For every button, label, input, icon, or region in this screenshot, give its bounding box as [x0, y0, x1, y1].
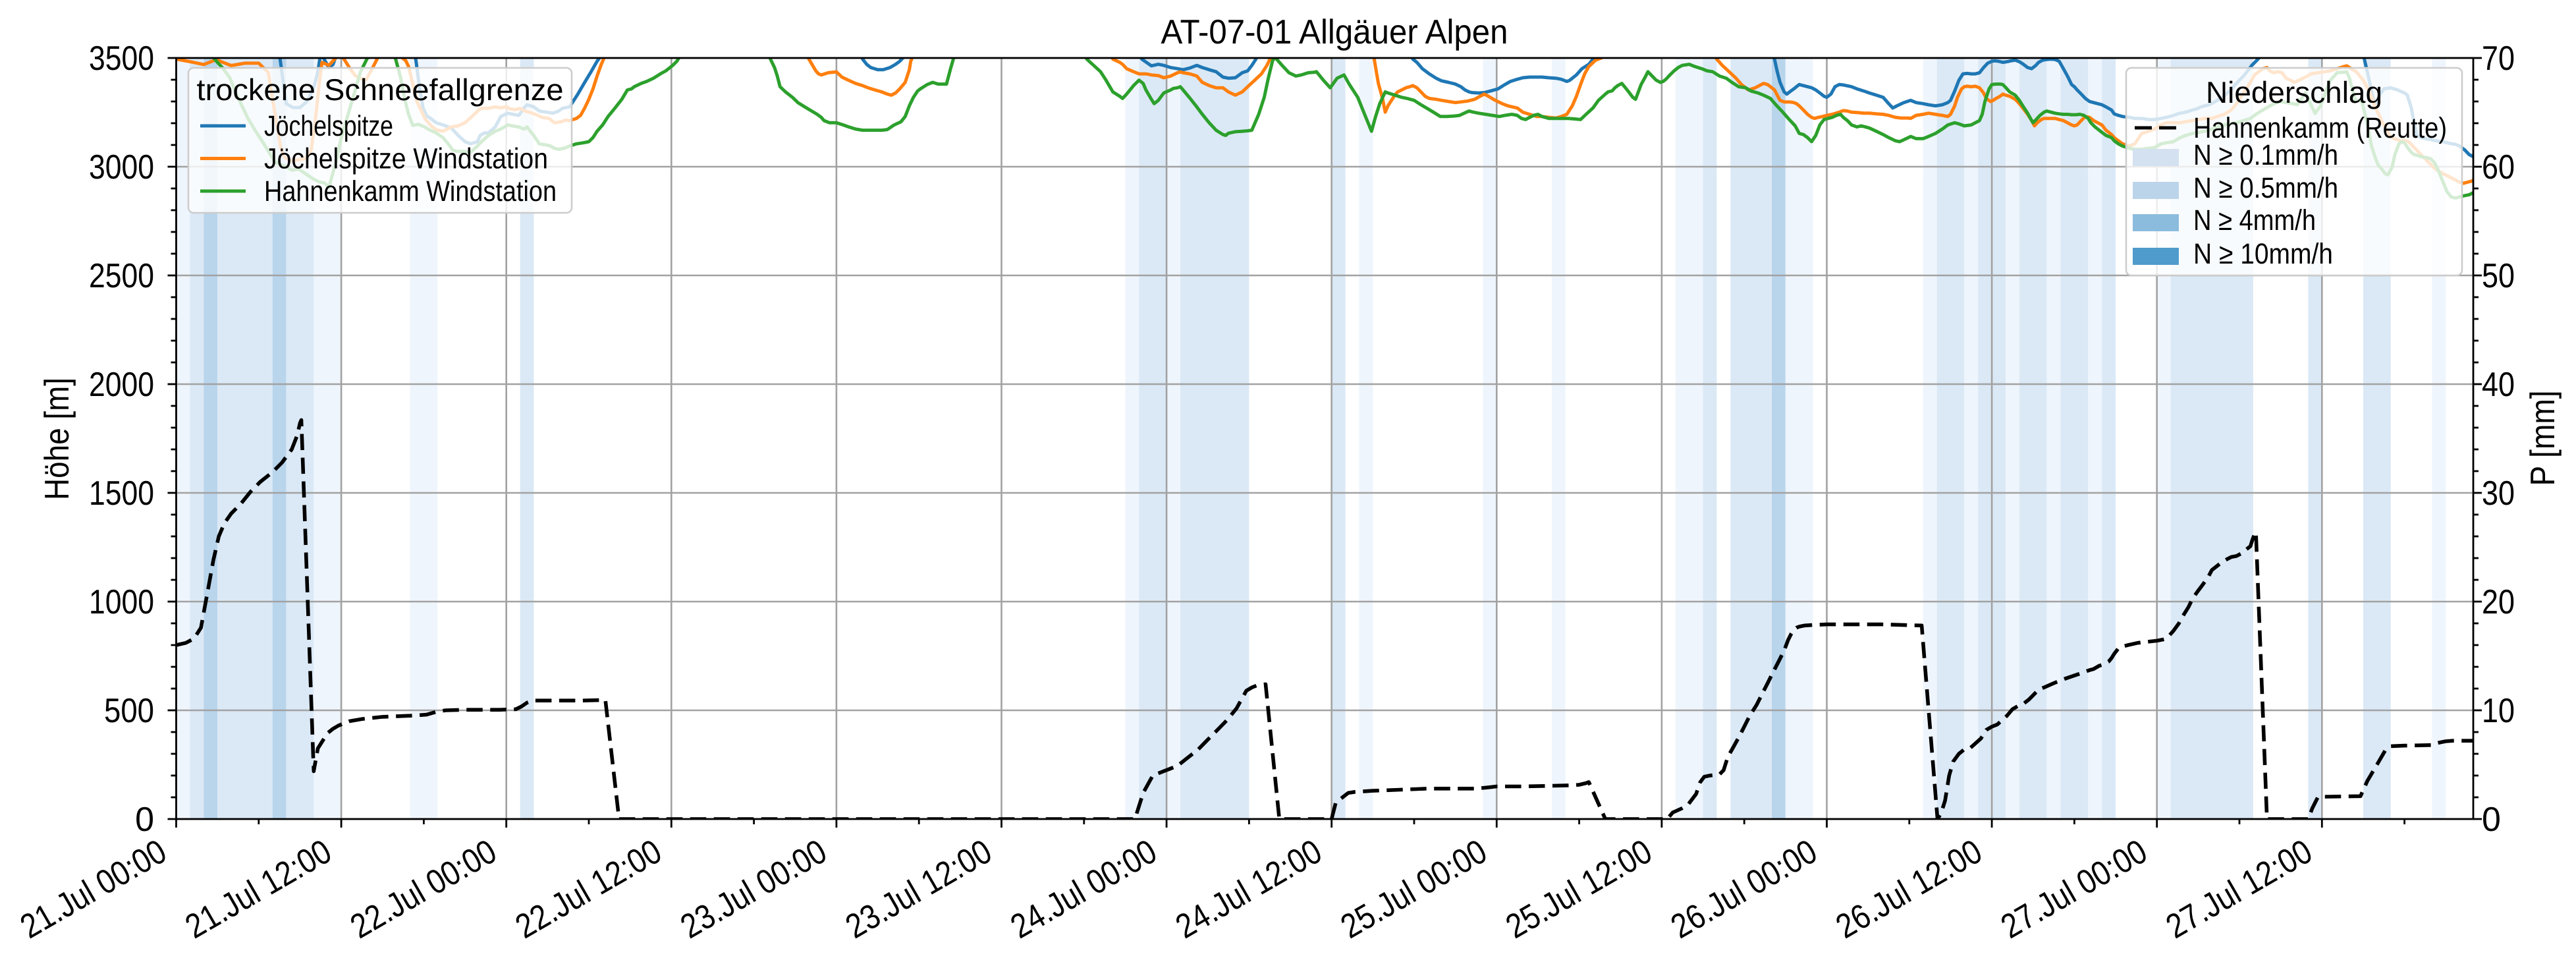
- svg-text:2000: 2000: [89, 366, 154, 404]
- svg-text:3500: 3500: [89, 40, 154, 78]
- svg-text:10: 10: [2482, 692, 2515, 730]
- svg-text:30: 30: [2482, 474, 2515, 513]
- svg-text:Hahnenkamm Windstation: Hahnenkamm Windstation: [264, 175, 557, 208]
- svg-text:P [mm]: P [mm]: [2524, 391, 2562, 486]
- svg-text:3000: 3000: [89, 148, 154, 186]
- svg-text:60: 60: [2482, 148, 2515, 186]
- svg-text:Hahnenkamm (Reutte): Hahnenkamm (Reutte): [2193, 112, 2447, 144]
- svg-text:N ≥ 4mm/h: N ≥ 4mm/h: [2193, 204, 2316, 237]
- svg-text:0: 0: [135, 801, 154, 839]
- svg-text:0: 0: [2482, 801, 2501, 839]
- svg-text:1500: 1500: [89, 474, 154, 513]
- svg-text:AT-07-01 Allgäuer Alpen: AT-07-01 Allgäuer Alpen: [1161, 13, 1508, 51]
- svg-text:Jöchelspitze Windstation: Jöchelspitze Windstation: [264, 143, 548, 175]
- svg-text:50: 50: [2482, 257, 2515, 295]
- svg-text:Jöchelspitze: Jöchelspitze: [264, 110, 393, 142]
- svg-text:70: 70: [2482, 40, 2515, 78]
- svg-text:1000: 1000: [89, 583, 154, 621]
- svg-text:Höhe [m]: Höhe [m]: [38, 378, 76, 500]
- svg-text:500: 500: [104, 692, 154, 730]
- svg-text:trockene Schneefallgrenze: trockene Schneefallgrenze: [197, 72, 564, 107]
- svg-text:40: 40: [2482, 366, 2515, 404]
- svg-text:Niederschlag: Niederschlag: [2206, 75, 2382, 109]
- svg-text:N ≥ 10mm/h: N ≥ 10mm/h: [2193, 238, 2333, 270]
- svg-text:20: 20: [2482, 583, 2515, 621]
- svg-text:N ≥ 0.1mm/h: N ≥ 0.1mm/h: [2193, 139, 2338, 171]
- svg-text:N ≥ 0.5mm/h: N ≥ 0.5mm/h: [2193, 172, 2338, 204]
- svg-text:2500: 2500: [89, 257, 154, 295]
